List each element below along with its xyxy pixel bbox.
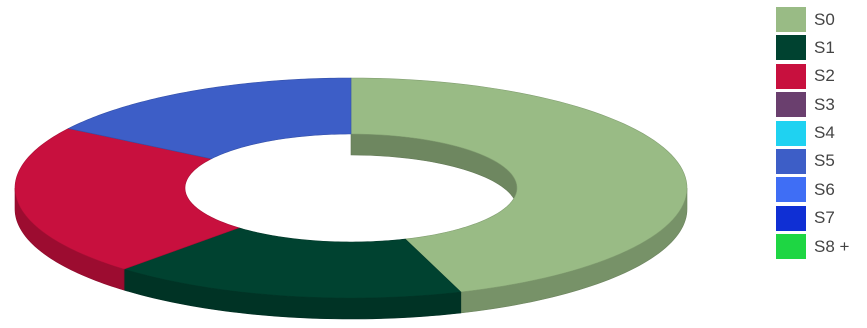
legend-label: S4 [814,123,835,143]
legend-swatch [776,63,806,89]
slice-s2 [14,128,240,270]
chart-legend: S0 S1 S2 S3 S4 S5 S6 S7 S8 + [776,7,867,263]
slice-s1 [123,227,462,299]
legend-swatch [776,205,806,231]
legend-item: S1 [776,35,867,61]
legend-label: S5 [814,151,835,171]
legend-swatch [776,35,806,61]
legend-item: S6 [776,177,867,203]
legend-swatch [776,177,806,203]
legend-swatch [776,7,806,32]
slice-s0 [350,77,688,293]
legend-label: S1 [814,37,835,57]
donut-top-layer [14,77,688,299]
legend-label: S6 [814,179,835,199]
legend-item: S4 [776,120,867,146]
legend-swatch [776,234,806,260]
legend-label: S3 [814,94,835,114]
legend-item: S5 [776,148,867,174]
legend-item: S3 [776,92,867,118]
legend-swatch [776,92,806,118]
legend-label: S0 [814,9,835,29]
legend-item: S7 [776,205,867,231]
legend-label: S2 [814,66,835,86]
legend-swatch [776,148,806,174]
legend-item: S2 [776,63,867,89]
legend-label: S7 [814,208,835,228]
legend-item: S0 [776,7,867,32]
legend-item: S8 + [776,234,867,260]
slice-s5 [67,77,352,160]
legend-label: S8 + [814,236,850,256]
legend-swatch [776,120,806,146]
